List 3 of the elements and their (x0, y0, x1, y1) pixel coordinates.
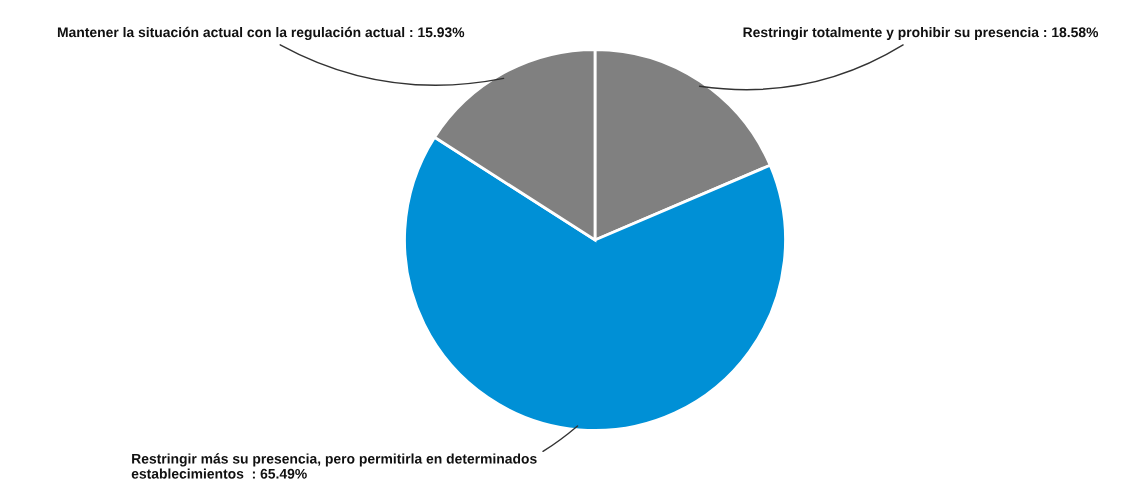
slice-label: Restringir más su presencia, pero permitirla en determinados establecimientos : 65.49% (131, 453, 537, 479)
slice-label: Mantener la situación actual con la regulación actual : 15.93% (57, 26, 465, 40)
slice-label: Restringir totalmente y prohibir su presencia : 18.58% (743, 26, 1099, 40)
